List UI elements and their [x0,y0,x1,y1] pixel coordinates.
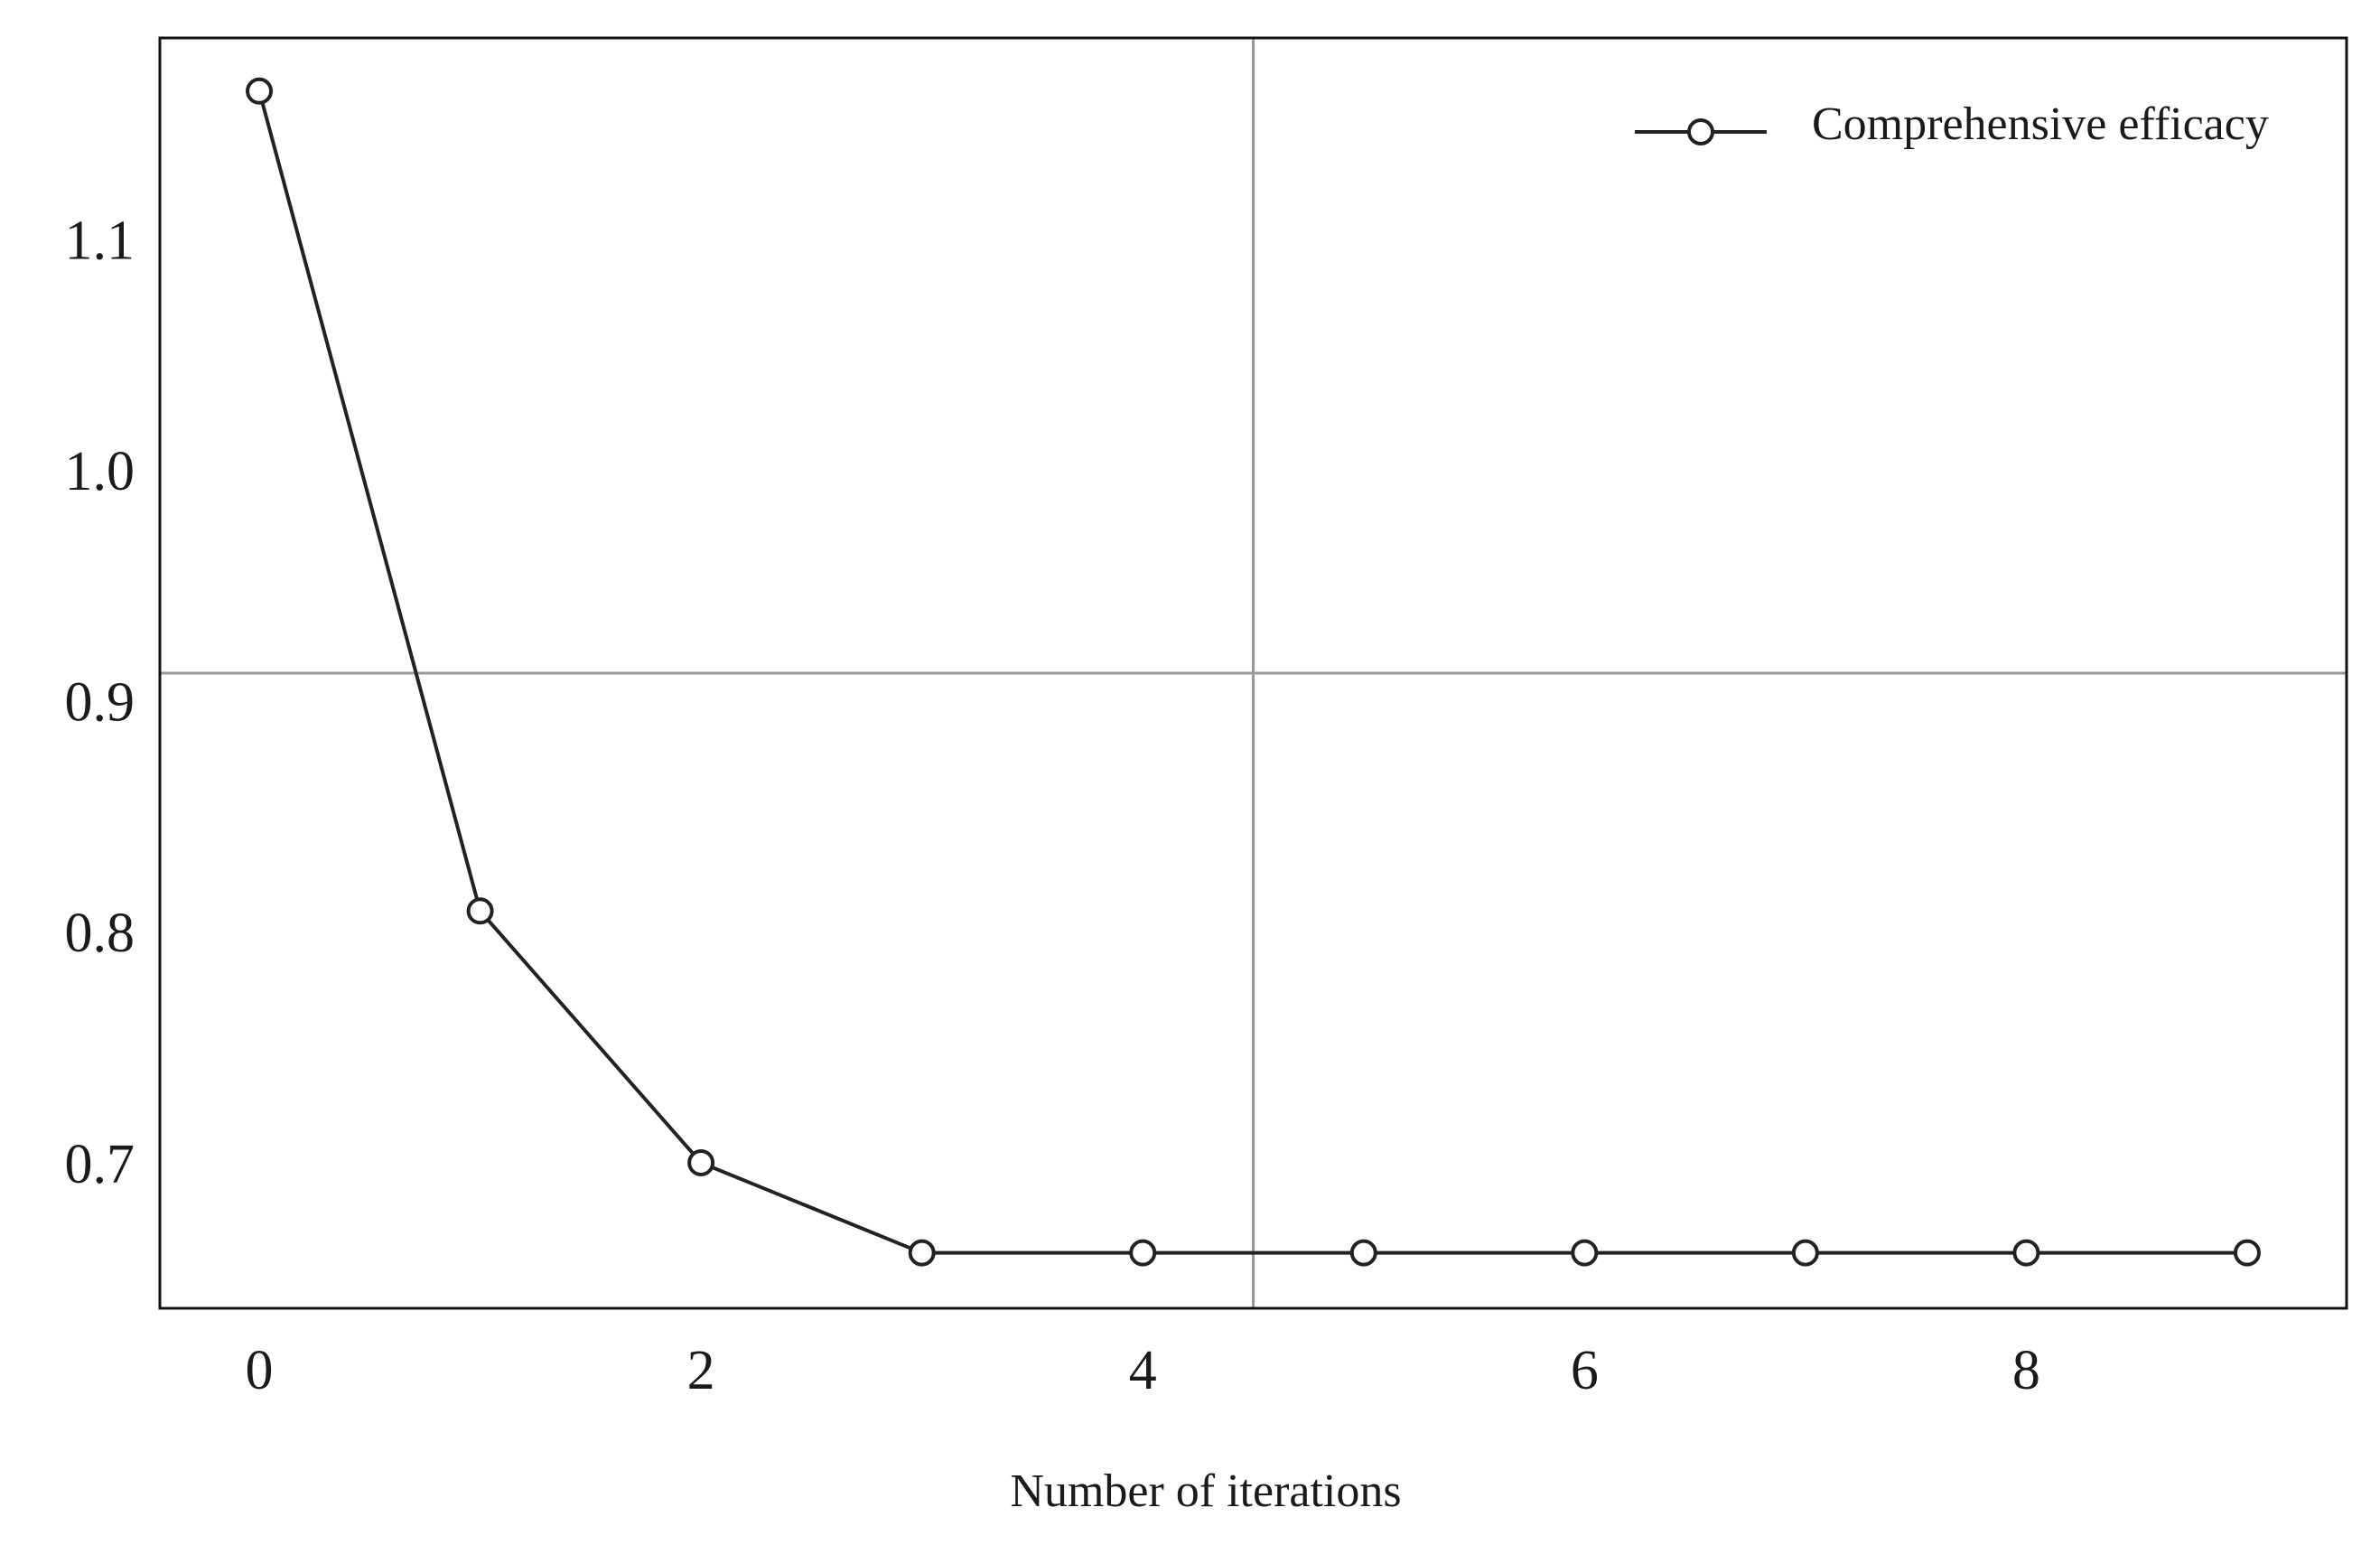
data-point [2012,1239,2040,1267]
data-point [246,77,274,105]
y-tick-label: 1.0 [65,441,135,502]
legend-label: Comprehensive efficacy [1812,98,2269,150]
x-tick-label: 0 [246,1340,274,1401]
legend-marker [1687,118,1714,145]
x-tick-label: 4 [1129,1340,1157,1401]
y-tick-label: 0.7 [65,1134,135,1195]
data-point [1791,1239,1819,1267]
data-point [1129,1239,1157,1267]
x-tick-label: 6 [1571,1340,1599,1401]
x-tick-label: 2 [687,1340,715,1401]
data-point [2233,1239,2261,1267]
data-point [1349,1239,1377,1267]
data-point [908,1239,936,1267]
plot-frame [158,36,2348,1310]
data-point [466,897,494,925]
y-tick-label: 1.1 [65,210,135,271]
x-axis-label: Number of iterations [1010,1465,1401,1517]
data-point [1571,1239,1599,1267]
x-tick-label: 8 [2012,1340,2040,1401]
y-tick-label: 0.9 [65,672,135,734]
data-point [687,1148,715,1176]
series-line [257,90,2247,1255]
y-tick-label: 0.8 [65,903,135,964]
